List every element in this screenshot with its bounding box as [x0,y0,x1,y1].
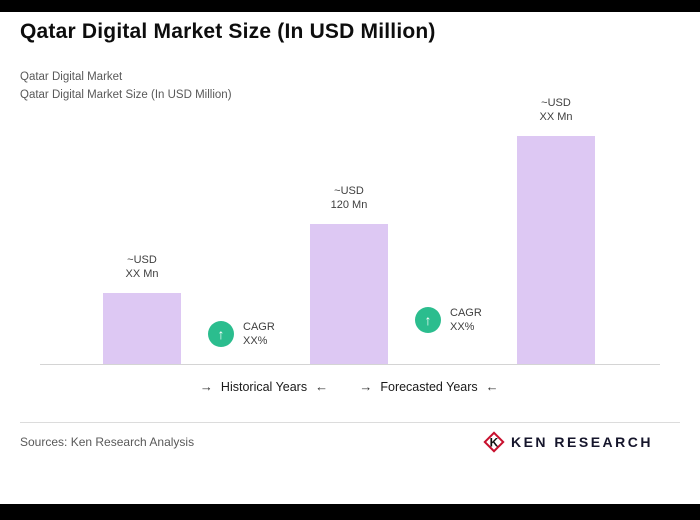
ken-research-logo: K KEN RESEARCH [483,431,653,453]
cagr-badge-text: CAGR XX% [450,306,482,334]
bar-base-year [310,224,388,365]
bar-label-line1: ~USD [541,97,571,109]
sources-text: Sources: Ken Research Analysis [20,435,195,449]
cagr-value: XX% [243,335,268,347]
bar-label-line2: 120 Mn [330,199,368,211]
cagr-badge-1: ↑ CAGR XX% [208,320,275,348]
right-arrow-icon: → [199,379,213,394]
bar-group-base: ~USD 120 Mn [310,184,388,365]
axis-section-forecasted: → Forecasted Years ← [359,379,498,394]
bar-forecast [517,136,595,365]
right-arrow-icon: → [359,379,373,394]
logo-wordmark: KEN RESEARCH [510,434,653,450]
footer-divider [20,422,680,423]
cagr-label: CAGR [243,321,275,333]
logo-letter: K [490,436,499,450]
growth-up-arrow-icon: ↑ [415,307,441,333]
subtitle-line-1: Qatar Digital Market [20,71,123,83]
bar-label-line2: XX Mn [125,268,159,280]
chart-subtitle: Qatar Digital Market Qatar Digital Marke… [20,68,232,104]
cagr-label: CAGR [450,307,482,319]
bottom-black-strip [0,504,700,520]
bar-group-forecast: ~USD XX Mn [517,96,595,365]
chart-baseline [40,364,660,365]
axis-section-historical: → Historical Years ← [200,379,328,394]
bar-value-label: ~USD XX Mn [539,96,572,124]
axis-section-label: Historical Years [220,379,308,394]
bar-historical [103,293,181,365]
logo-emblem-icon: K [483,431,505,453]
axis-section-label: Forecasted Years [380,379,478,394]
bar-label-line2: XX Mn [539,111,573,123]
cagr-value: XX% [450,321,475,333]
bar-value-label: ~USD XX Mn [125,253,158,281]
left-arrow-icon: ← [315,379,329,394]
cagr-badge-2: ↑ CAGR XX% [415,306,482,334]
bar-label-line1: ~USD [127,254,157,266]
growth-up-arrow-icon: ↑ [208,321,234,347]
cagr-badge-text: CAGR XX% [243,320,275,348]
top-black-strip [0,0,700,12]
bar-group-historical: ~USD XX Mn [103,253,181,365]
subtitle-line-2: Qatar Digital Market Size (In USD Millio… [20,89,232,101]
bar-value-label: ~USD 120 Mn [331,184,368,212]
left-arrow-icon: ← [485,379,499,394]
bar-label-line1: ~USD [334,185,364,197]
page-title: Qatar Digital Market Size (In USD Millio… [20,20,436,43]
